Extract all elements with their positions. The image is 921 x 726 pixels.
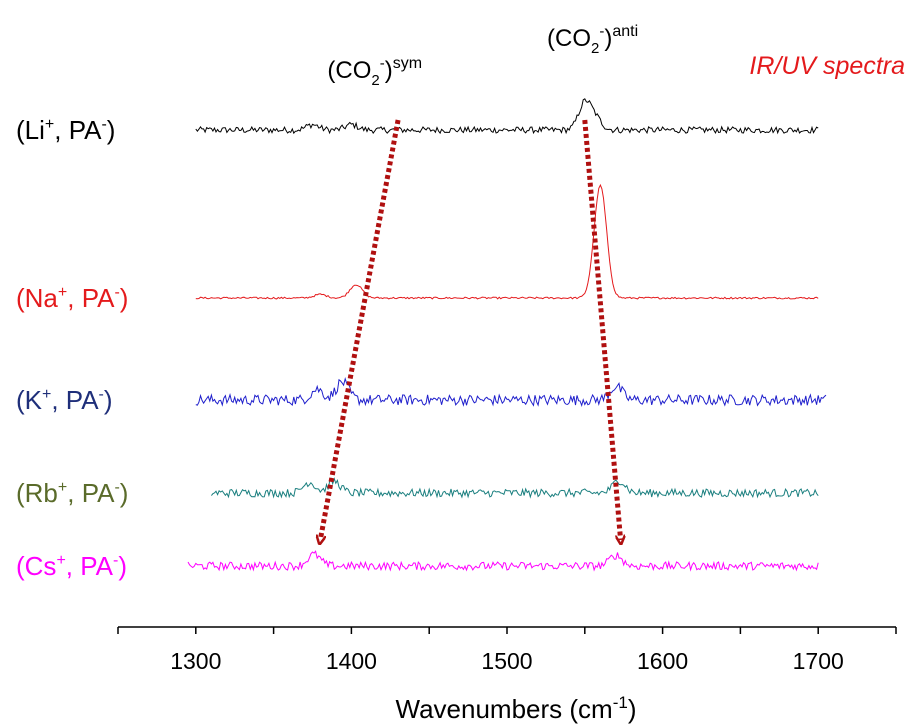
series-label-na: (Na+, PA-)	[16, 283, 128, 313]
x-axis-title: Wavenumbers (cm-1)	[396, 693, 637, 724]
x-axis-title-sup: -1	[613, 693, 628, 712]
x-tick-label: 1700	[793, 648, 844, 674]
series-line-li	[195, 98, 819, 135]
series-label-rb: (Rb+, PA-)	[16, 478, 128, 508]
series-label-cs: (Cs+, PA-)	[16, 551, 127, 581]
label-group: (Li+, PA-) (Na+, PA-) (K+, PA-) (Rb+, PA-) (…	[16, 23, 638, 581]
x-tick-label: 1500	[481, 648, 532, 674]
peak-label-anti: (CO2-)anti	[547, 23, 638, 57]
x-tick-label: 1600	[637, 648, 688, 674]
x-tick-label: 1300	[170, 648, 221, 674]
series-group	[187, 98, 827, 572]
spectra-tag: IR/UV spectra	[749, 52, 905, 80]
x-axis-title-end: )	[628, 694, 637, 724]
peak-label-sym: (CO2-)sym	[327, 55, 422, 89]
series-line-na	[195, 183, 819, 300]
shift-arrow-2	[582, 119, 621, 540]
series-label-k: (K+, PA-)	[16, 385, 113, 415]
shift-arrow-1	[320, 119, 401, 540]
arrow-group	[320, 119, 621, 540]
x-axis: 1300 1400 1500 1600 1700	[117, 626, 897, 674]
series-line-cs	[187, 550, 819, 572]
series-line-k	[195, 376, 827, 408]
series-label-li: (Li+, PA-)	[16, 115, 115, 145]
series-line-rb	[211, 477, 819, 499]
x-tick-label: 1400	[326, 648, 377, 674]
x-axis-title-main: Wavenumbers (cm	[396, 694, 613, 724]
